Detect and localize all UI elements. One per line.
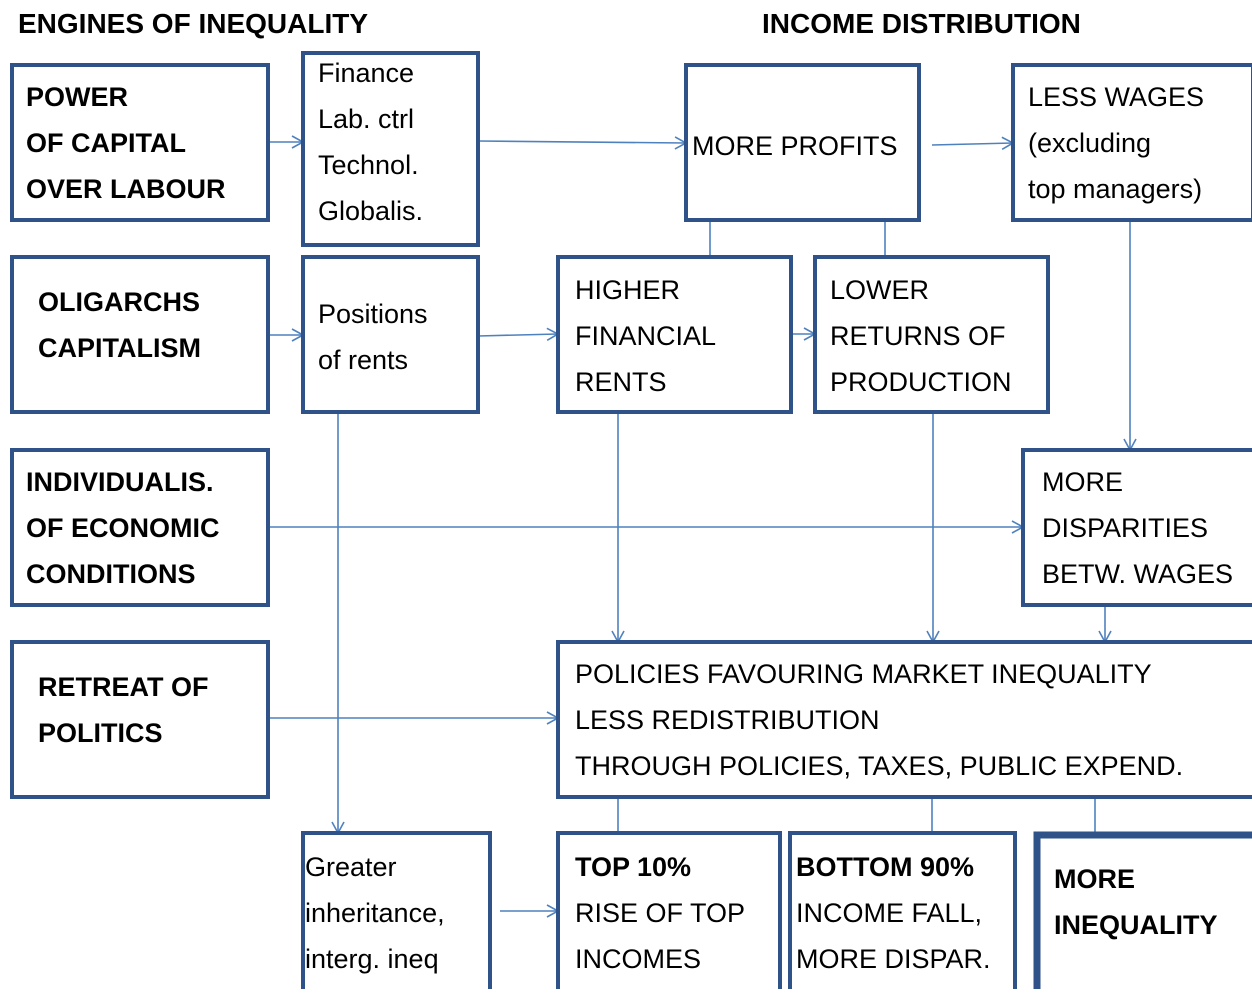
node-box <box>556 640 1252 799</box>
node: HIGHER FINANCIAL RENTS <box>556 255 793 414</box>
node: BOTTOM 90% INCOME FALL, MORE DISPAR. <box>788 831 1017 994</box>
node-text: BETW. WAGES <box>1042 559 1233 589</box>
node-box <box>1033 831 1252 994</box>
node: OLIGARCHS CAPITALISM <box>10 255 270 414</box>
boxes: POWER OF CAPITAL OVER LABOUR Finance Lab. ct… <box>10 51 1252 994</box>
node-box <box>301 51 480 247</box>
node-box <box>684 63 921 222</box>
node-heading: CONDITIONS <box>26 559 196 589</box>
node: Greater inheritance, interg. ineq <box>301 831 492 994</box>
node-box <box>1021 448 1252 607</box>
right-title: INCOME DISTRIBUTION <box>762 8 1081 39</box>
node-box <box>10 640 270 799</box>
node-box <box>788 831 1017 994</box>
connector <box>477 136 688 150</box>
node-heading: INDIVIDUALIS. <box>26 467 214 497</box>
node-box <box>556 255 793 414</box>
node-text: PRODUCTION <box>830 367 1012 397</box>
node-box <box>10 63 270 222</box>
node-text: POLICIES FAVOURING MARKET INEQUALITY <box>575 659 1152 689</box>
node-text: Greater <box>305 852 397 882</box>
node-text: Technol. <box>318 150 419 180</box>
node-text: FINANCIAL <box>575 321 716 351</box>
node-text: MORE PROFITS <box>692 131 898 161</box>
node: MORE INEQUALITY <box>1033 831 1252 994</box>
node-text: MORE DISPAR. <box>796 944 991 974</box>
node: LOWER RETURNS OF PRODUCTION <box>813 255 1050 414</box>
node-heading: POLITICS <box>38 718 163 748</box>
node-text: LESS WAGES <box>1028 82 1204 112</box>
node-text: of rents <box>318 345 408 375</box>
node-text: Lab. ctrl <box>318 104 414 134</box>
node-box <box>10 255 270 414</box>
node-text: INCOMES <box>575 944 701 974</box>
node-text: RISE OF TOP <box>575 898 745 928</box>
node-heading: OF ECONOMIC <box>26 513 220 543</box>
node-text: Positions <box>318 299 428 329</box>
node-text: inheritance, <box>305 898 445 928</box>
node-text: LOWER <box>830 275 929 305</box>
node-box <box>556 831 782 994</box>
node-text: RETURNS OF <box>830 321 1006 351</box>
node-heading: OVER LABOUR <box>26 174 226 204</box>
node: INDIVIDUALIS. OF ECONOMIC CONDITIONS <box>10 448 270 607</box>
node: MORE PROFITS <box>684 63 921 222</box>
node-heading: POWER <box>26 82 128 112</box>
node: POWER OF CAPITAL OVER LABOUR <box>10 63 270 222</box>
connector <box>931 136 1015 150</box>
node-text: RENTS <box>575 367 667 397</box>
node-text: (excluding <box>1028 128 1151 158</box>
node-heading: CAPITALISM <box>38 333 201 363</box>
node-text: Finance <box>318 58 414 88</box>
node-box <box>301 831 492 994</box>
node-text: Globalis. <box>318 196 423 226</box>
node-box <box>1011 63 1252 222</box>
node-heading: OF CAPITAL <box>26 128 186 158</box>
node-heading: TOP 10% <box>575 852 691 882</box>
node-text: MORE <box>1042 467 1123 497</box>
node-box <box>813 255 1050 414</box>
node-text: THROUGH POLICIES, TAXES, PUBLIC EXPEND. <box>575 751 1183 781</box>
node-heading: RETREAT OF <box>38 672 209 702</box>
node-heading: INEQUALITY <box>1054 910 1218 940</box>
node: MORE DISPARITIES BETW. WAGES <box>1021 448 1252 607</box>
node-text: interg. ineq <box>305 944 439 974</box>
node: TOP 10% RISE OF TOP INCOMES <box>556 831 782 994</box>
node: POLICIES FAVOURING MARKET INEQUALITY LESS… <box>556 640 1252 799</box>
node-heading: BOTTOM 90% <box>796 852 974 882</box>
left-title: ENGINES OF INEQUALITY <box>18 8 368 39</box>
node: RETREAT OF POLITICS <box>10 640 270 799</box>
node: Positions of rents <box>301 255 480 414</box>
connectors <box>268 135 1137 918</box>
node-text: DISPARITIES <box>1042 513 1208 543</box>
node-box <box>301 255 480 414</box>
connector <box>477 327 560 341</box>
node-text: LESS REDISTRIBUTION <box>575 705 880 735</box>
node-heading: OLIGARCHS <box>38 287 200 317</box>
node: LESS WAGES (excluding top managers) <box>1011 63 1252 222</box>
node-text: top managers) <box>1028 174 1202 204</box>
node-text: INCOME FALL, <box>796 898 982 928</box>
node-heading: MORE <box>1054 864 1135 894</box>
node-text: HIGHER <box>575 275 680 305</box>
node: Finance Lab. ctrl Technol. Globalis. <box>301 51 480 247</box>
node-box <box>10 448 270 607</box>
